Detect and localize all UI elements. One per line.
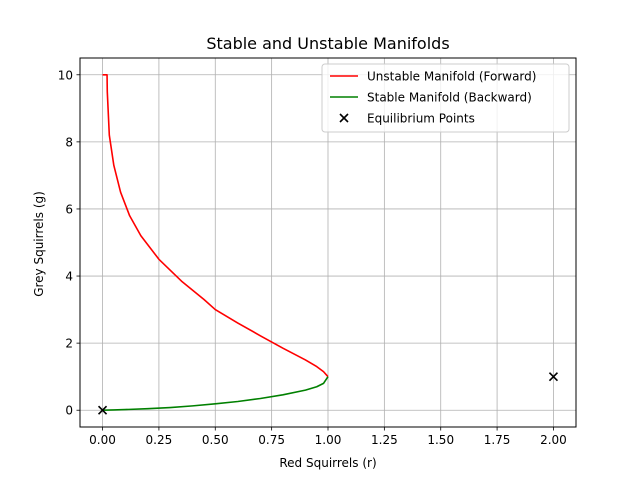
legend-marker-swatch xyxy=(339,113,349,123)
marker-stroke xyxy=(548,372,559,382)
y-tick-label: 10 xyxy=(58,68,73,82)
legend: Unstable Manifold (Forward) Stable Manifo… xyxy=(321,63,570,133)
x-axis-label: Red Squirrels (r) xyxy=(279,456,376,470)
stable-manifold-line xyxy=(102,376,329,412)
y-tick-label: 4 xyxy=(65,270,73,284)
legend-entry-label: Unstable Manifold (Forward) xyxy=(367,70,536,84)
x-tick-label: 0.00 xyxy=(89,433,116,447)
x-tick-label: 0.50 xyxy=(202,433,229,447)
y-tick-label: 2 xyxy=(65,337,73,351)
legend-box xyxy=(321,63,570,133)
y-tick-label: 6 xyxy=(65,202,73,216)
x-tick-label: 2.00 xyxy=(540,433,567,447)
series-layer xyxy=(97,73,559,415)
y-tick-label: 0 xyxy=(65,404,73,418)
equilibrium-point-marker xyxy=(97,405,108,415)
x-tick-label: 1.25 xyxy=(371,433,398,447)
x-tick-label: 0.25 xyxy=(146,433,173,447)
x-tick-label: 0.75 xyxy=(258,433,285,447)
legend-entry-label: Equilibrium Points xyxy=(367,112,475,126)
y-axis-label: Grey Squirrels (g) xyxy=(32,191,46,297)
unstable-manifold-line xyxy=(102,73,329,378)
legend-entry-label: Stable Manifold (Backward) xyxy=(367,91,532,105)
x-tick-label: 1.00 xyxy=(315,433,342,447)
marker-stroke xyxy=(339,113,349,123)
axis-ticks: 0.00 0.25 0.50 0.75 1.00 1.25 1.50 1.75 2.00 0 2 4 6… xyxy=(58,68,567,447)
chart-title: Stable and Unstable Manifolds xyxy=(206,34,449,53)
x-tick-label: 1.75 xyxy=(484,433,511,447)
y-tick-label: 8 xyxy=(65,135,73,149)
marker-stroke xyxy=(97,405,108,415)
x-tick-label: 1.50 xyxy=(427,433,454,447)
equilibrium-point-marker xyxy=(548,372,559,382)
